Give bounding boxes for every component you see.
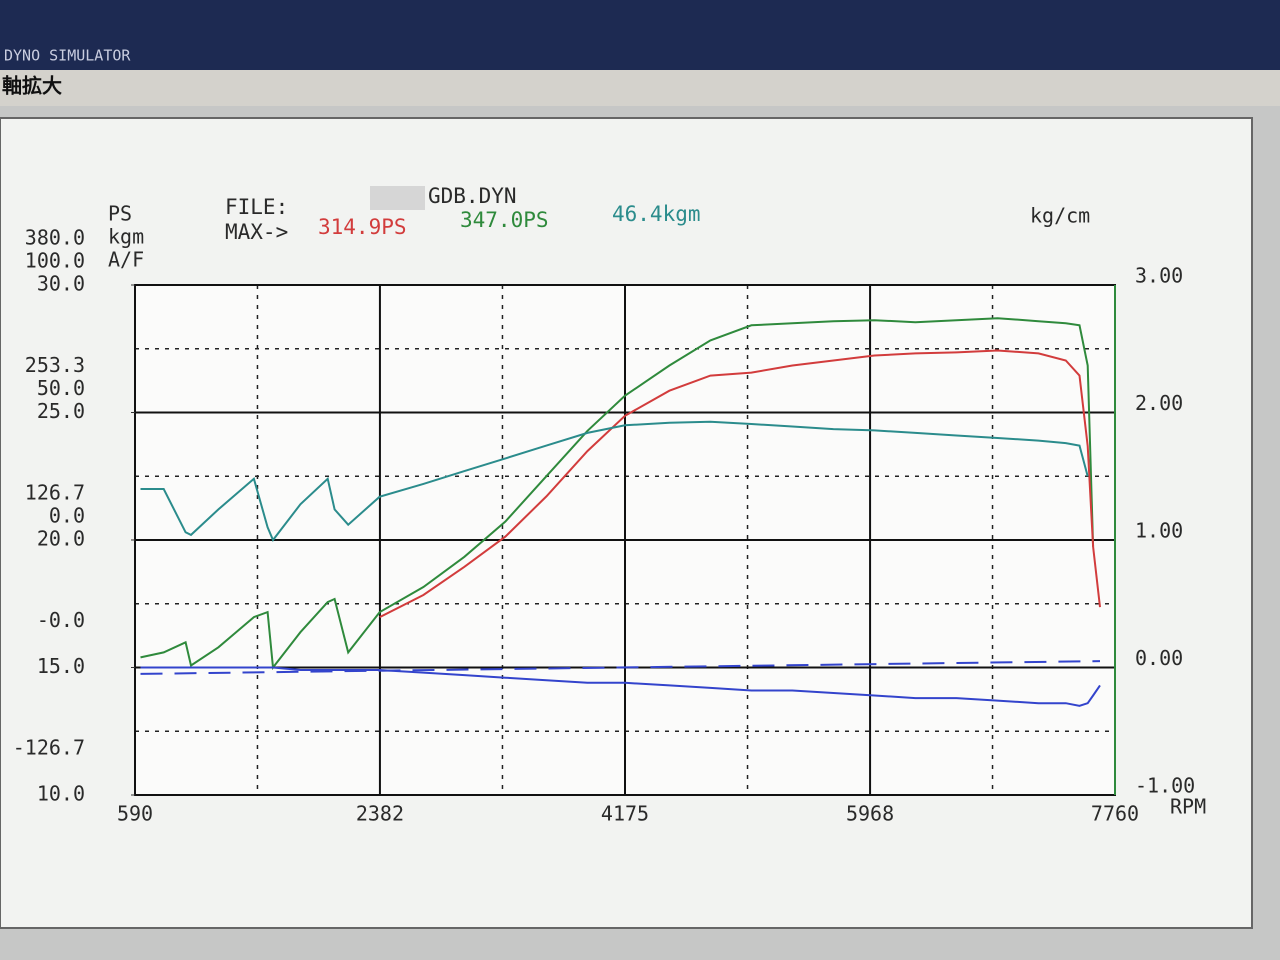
y2-tick-label: 2.00: [1135, 391, 1183, 415]
file-name: GDB.DYN: [428, 184, 517, 208]
series-line: [379, 349, 1101, 618]
y-tick-label: 30.0: [37, 272, 85, 296]
y-tick-label: 253.3: [25, 353, 85, 377]
window-title: DYNO SIMULATOR: [4, 47, 131, 65]
y2-tick-label: 3.00: [1135, 264, 1183, 288]
x-tick-label: 2382: [356, 802, 404, 826]
y2-tick-label: -1.00: [1135, 774, 1195, 798]
title-bar: [0, 0, 1280, 70]
y-axis-label: kgm: [108, 225, 144, 249]
series-line: [140, 317, 1095, 671]
series-line: [140, 660, 1101, 675]
x-tick-label: 7760: [1091, 802, 1139, 826]
y-tick-label: 15.0: [37, 654, 85, 678]
y-tick-label: 50.0: [37, 376, 85, 400]
y-tick-label: -126.7: [13, 736, 85, 760]
y-tick-label: 10.0: [37, 782, 85, 806]
y-tick-label: 126.7: [25, 480, 85, 504]
y-tick-label: -0.0: [37, 608, 85, 632]
series-line: [140, 666, 1101, 707]
y-tick-label: 20.0: [37, 527, 85, 551]
file-label: FILE:: [225, 195, 288, 219]
max-value: 314.9PS: [318, 215, 407, 239]
y-tick-label: 100.0: [25, 249, 85, 273]
y-tick-label: 380.0: [25, 226, 85, 250]
blur: [370, 186, 425, 210]
x-tick-label: 4175: [601, 802, 649, 826]
menu-item[interactable]: 軸拡大: [2, 74, 62, 98]
max-label: MAX->: [225, 220, 288, 244]
y-axis-label: A/F: [108, 248, 144, 272]
menu-bar: [0, 70, 1280, 106]
x-tick-label: 5968: [846, 802, 894, 826]
max-value: 347.0PS: [460, 208, 549, 232]
max-value: 46.4kgm: [612, 202, 701, 226]
y-tick-label: 25.0: [37, 399, 85, 423]
series-line: [140, 420, 1089, 542]
x-tick-label: 590: [117, 802, 153, 826]
y-tick-label: 0.0: [49, 504, 85, 528]
y2-tick-label: 1.00: [1135, 519, 1183, 543]
y2-axis-label: kg/cm: [1030, 204, 1090, 228]
y2-tick-label: 0.00: [1135, 646, 1183, 670]
y-axis-label: PS: [108, 202, 132, 226]
x-axis-label: RPM: [1170, 795, 1206, 819]
